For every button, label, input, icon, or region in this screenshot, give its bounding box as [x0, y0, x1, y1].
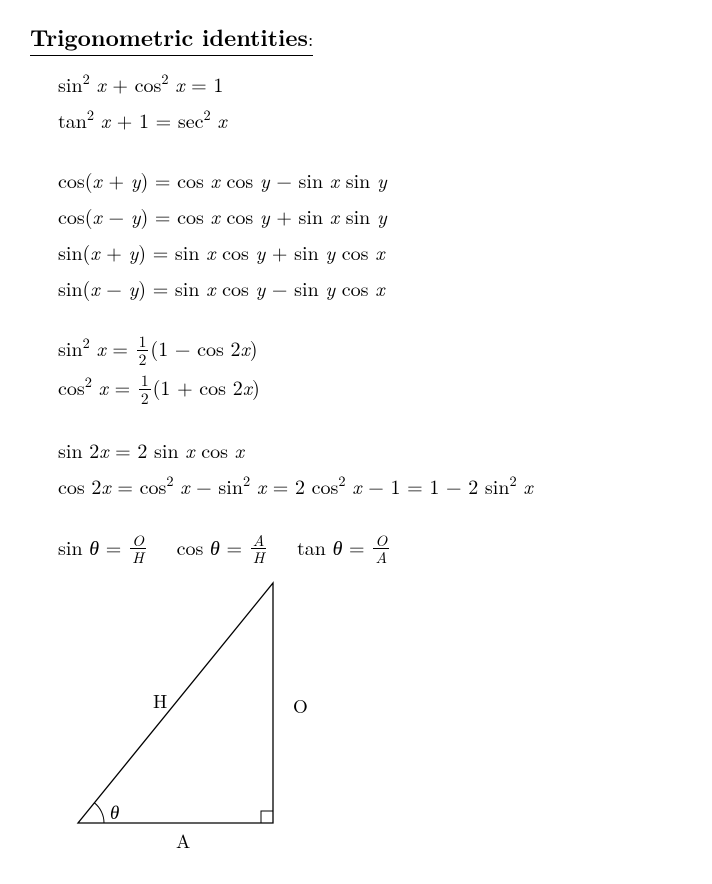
- equation: cos(x − y) = cos x cos y + sin x sin y: [58, 200, 682, 232]
- label-theta: θ: [110, 798, 119, 825]
- equation: cos 2x = cos2 x − sin2 x = 2 cos2 x − 1 …: [58, 470, 682, 502]
- angle-arc: [94, 803, 104, 823]
- equation: cos2 x = 12(1 + cos 2x): [58, 371, 682, 406]
- equation: cos(x + y) = cos x cos y − sin x sin y: [58, 164, 682, 196]
- group-gap: [58, 140, 682, 160]
- equation: sin2 x + cos2 x = 1: [58, 68, 682, 100]
- title-text: Trigonometric identities: [30, 20, 308, 53]
- label-O: O: [293, 692, 308, 719]
- sin-def: sin θ = OH: [58, 532, 148, 566]
- right-angle-mark: [261, 811, 273, 823]
- label-A: A: [176, 827, 190, 854]
- tan-def: tan θ = OA: [297, 532, 391, 566]
- equation: sin(x + y) = sin x cos y + sin y cos x: [58, 236, 682, 268]
- group-gap: [58, 308, 682, 328]
- cos-def: cos θ = AH: [177, 532, 269, 566]
- label-H: H: [153, 687, 167, 714]
- equation: tan2 x + 1 = sec2 x: [58, 104, 682, 136]
- group-gap: [58, 506, 682, 526]
- triangle-diagram: H O Aθ: [58, 568, 682, 864]
- equations-block: sin2 x + cos2 x = 1 tan2 x + 1 = sec2 x co…: [58, 68, 682, 526]
- section-title: Trigonometric identities:: [30, 20, 313, 56]
- right-triangle: H O Aθ: [58, 568, 338, 858]
- equation: sin2 x = 12(1 − cos 2x): [58, 332, 682, 367]
- title-colon: :: [308, 25, 313, 52]
- group-gap: [58, 410, 682, 430]
- triangle-outline: [78, 583, 273, 823]
- equation: sin 2x = 2 sin x cos x: [58, 434, 682, 466]
- equation: sin(x − y) = sin x cos y − sin y cos x: [58, 272, 682, 304]
- sohcahtoa-line: sin θ = OH cos θ = AH tan θ = OA: [58, 532, 682, 566]
